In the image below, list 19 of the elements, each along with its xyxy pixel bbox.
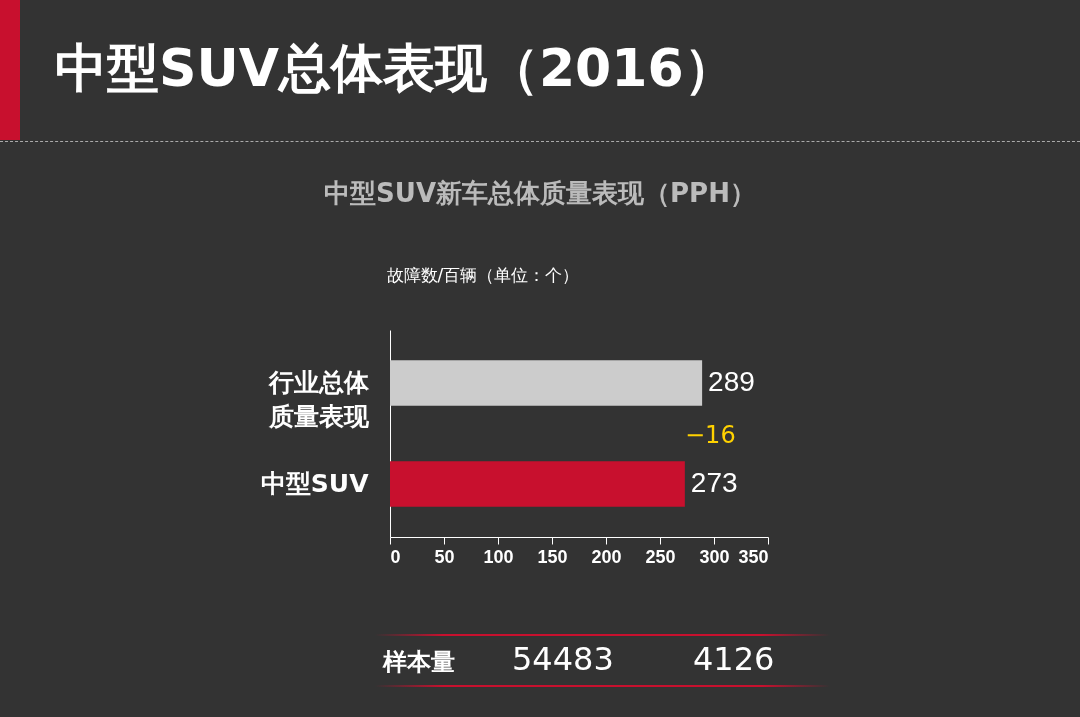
text: 4126 (693, 640, 775, 678)
text: 54483 (512, 640, 614, 678)
x-tick-label: 150 (537, 546, 568, 567)
chart-subtitle: 中型SUV新车总体质量表现（PPH） (323, 177, 757, 210)
x-tick-label: 50 (434, 546, 455, 567)
data-label: 289 (708, 366, 755, 398)
x-axis-title: 故障数/百辆（单位：个） (386, 264, 580, 285)
text: 样本量 (383, 647, 455, 678)
x-tick-label: 0 (390, 546, 401, 567)
chart-title: 中型SUV总体表现（2016） (55, 37, 736, 100)
x-tick-label: 350 (738, 546, 769, 567)
x-tick-label: 200 (591, 546, 622, 567)
x-tick-label: 300 (699, 546, 730, 567)
data-label: 273 (690, 466, 738, 498)
y-tick-label: 行业总体质量表现 (267, 368, 370, 432)
y-tick-label: 中型SUV (260, 468, 370, 498)
x-tick-label: 100 (483, 546, 514, 567)
x-tick-label: 250 (645, 546, 676, 567)
annotation: −16 (685, 421, 736, 449)
